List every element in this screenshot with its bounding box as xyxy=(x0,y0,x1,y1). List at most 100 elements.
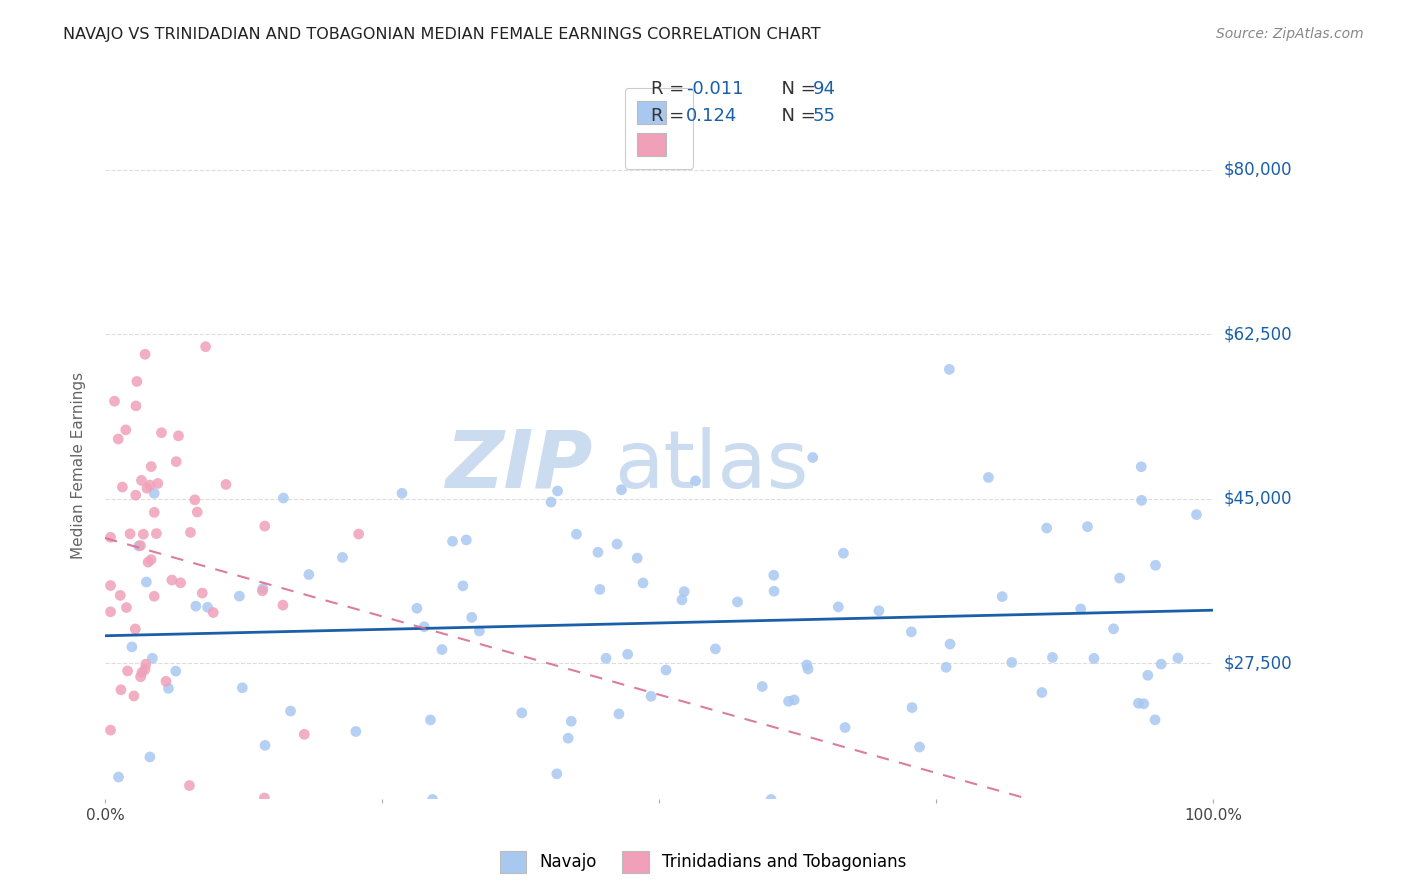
Point xyxy=(456,533,478,547)
Point xyxy=(631,576,654,591)
Point xyxy=(441,534,464,549)
Point xyxy=(145,526,167,541)
Point xyxy=(139,750,162,764)
Point xyxy=(1042,650,1064,665)
Text: 55: 55 xyxy=(813,107,835,125)
Point xyxy=(1108,571,1130,585)
Point xyxy=(938,362,960,376)
Point xyxy=(655,663,678,677)
Point xyxy=(640,690,662,704)
Point xyxy=(510,706,533,720)
Point xyxy=(832,546,855,560)
Point xyxy=(167,429,190,443)
Point xyxy=(406,601,429,615)
Point xyxy=(271,598,294,612)
Text: $45,000: $45,000 xyxy=(1225,490,1292,508)
Point xyxy=(131,474,153,488)
Point xyxy=(143,505,166,519)
Point xyxy=(751,680,773,694)
Point xyxy=(254,739,277,753)
Point xyxy=(413,620,436,634)
Point xyxy=(128,539,150,553)
Point xyxy=(1128,696,1150,710)
Point xyxy=(141,651,163,665)
Point xyxy=(165,455,187,469)
Point xyxy=(110,682,132,697)
Point xyxy=(727,595,749,609)
Point xyxy=(801,450,824,465)
Point xyxy=(797,662,820,676)
Point xyxy=(150,425,173,440)
Point xyxy=(1185,508,1208,522)
Point xyxy=(1070,602,1092,616)
Point xyxy=(610,483,633,497)
Point xyxy=(1083,651,1105,665)
Point xyxy=(135,481,157,495)
Point xyxy=(186,505,208,519)
Point xyxy=(160,573,183,587)
Point xyxy=(589,582,612,597)
Text: atlas: atlas xyxy=(614,427,808,505)
Text: R =: R = xyxy=(651,80,690,98)
Point xyxy=(107,432,129,446)
Point xyxy=(100,530,122,544)
Point xyxy=(100,578,122,592)
Point xyxy=(253,791,276,805)
Point xyxy=(1167,651,1189,665)
Point xyxy=(827,599,849,614)
Point xyxy=(671,592,693,607)
Point xyxy=(673,584,696,599)
Point xyxy=(332,550,354,565)
Point xyxy=(136,555,159,569)
Point xyxy=(110,588,132,602)
Point xyxy=(1001,656,1024,670)
Point xyxy=(606,537,628,551)
Text: $80,000: $80,000 xyxy=(1225,161,1292,179)
Point xyxy=(1076,519,1098,533)
Point xyxy=(131,665,153,680)
Point xyxy=(134,347,156,361)
Point xyxy=(540,495,562,509)
Point xyxy=(231,681,253,695)
Text: Source: ZipAtlas.com: Source: ZipAtlas.com xyxy=(1216,27,1364,41)
Point xyxy=(100,723,122,738)
Point xyxy=(557,731,579,746)
Point xyxy=(759,792,782,806)
Text: 94: 94 xyxy=(813,80,835,98)
Point xyxy=(908,739,931,754)
Point xyxy=(586,545,609,559)
Point xyxy=(1035,521,1057,535)
Point xyxy=(118,526,141,541)
Point xyxy=(121,640,143,654)
Point xyxy=(1144,558,1167,573)
Point xyxy=(1143,713,1166,727)
Point xyxy=(117,664,139,678)
Point xyxy=(134,662,156,676)
Point xyxy=(616,647,638,661)
Point xyxy=(228,589,250,603)
Point xyxy=(1031,685,1053,699)
Text: R =: R = xyxy=(651,107,690,125)
Point xyxy=(103,394,125,409)
Y-axis label: Median Female Earnings: Median Female Earnings xyxy=(72,372,86,559)
Point xyxy=(939,637,962,651)
Point xyxy=(139,478,162,492)
Point xyxy=(107,770,129,784)
Point xyxy=(253,519,276,533)
Point xyxy=(139,552,162,566)
Point xyxy=(143,589,166,603)
Text: NAVAJO VS TRINIDADIAN AND TOBAGONIAN MEDIAN FEMALE EARNINGS CORRELATION CHART: NAVAJO VS TRINIDADIAN AND TOBAGONIAN MED… xyxy=(63,27,821,42)
Point xyxy=(595,651,617,665)
Point xyxy=(1130,459,1153,474)
Point xyxy=(280,704,302,718)
Point xyxy=(391,486,413,500)
Point xyxy=(546,767,568,781)
Point xyxy=(685,474,707,488)
Point xyxy=(704,641,727,656)
Point xyxy=(762,568,785,582)
Point xyxy=(1150,657,1173,672)
Point xyxy=(1102,622,1125,636)
Point xyxy=(179,779,201,793)
Legend: , : , xyxy=(624,88,693,169)
Point xyxy=(451,579,474,593)
